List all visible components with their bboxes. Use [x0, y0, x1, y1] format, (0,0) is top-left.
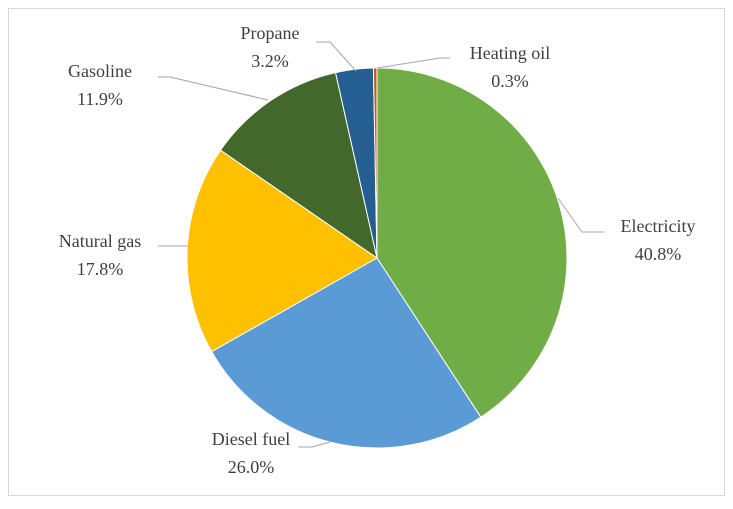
slice-label: Electricity: [621, 216, 696, 236]
pie-slice: [186, 149, 378, 353]
slice-value-label: 3.2%: [251, 51, 289, 71]
slice-label: Propane: [241, 23, 300, 43]
slice-value-label: 17.8%: [77, 259, 124, 279]
leader-line: [316, 41, 357, 72]
slice-value-label: 11.9%: [77, 89, 123, 109]
pie-slice: [376, 67, 568, 418]
leader-line: [158, 76, 269, 101]
pie-slice: [210, 257, 482, 449]
pie-slice: [372, 67, 378, 259]
leader-line: [376, 57, 450, 69]
leader-line: [298, 441, 331, 448]
leader-line: [557, 197, 604, 233]
slice-value-label: 0.3%: [491, 71, 529, 91]
pie-slice: [219, 71, 378, 260]
slice-value-label: 26.0%: [228, 457, 275, 477]
slice-label: Diesel fuel: [212, 429, 290, 449]
slice-value-label: 40.8%: [635, 244, 682, 264]
slice-label: Natural gas: [59, 231, 141, 251]
slice-label: Heating oil: [470, 43, 550, 63]
slice-label: Gasoline: [68, 61, 132, 81]
